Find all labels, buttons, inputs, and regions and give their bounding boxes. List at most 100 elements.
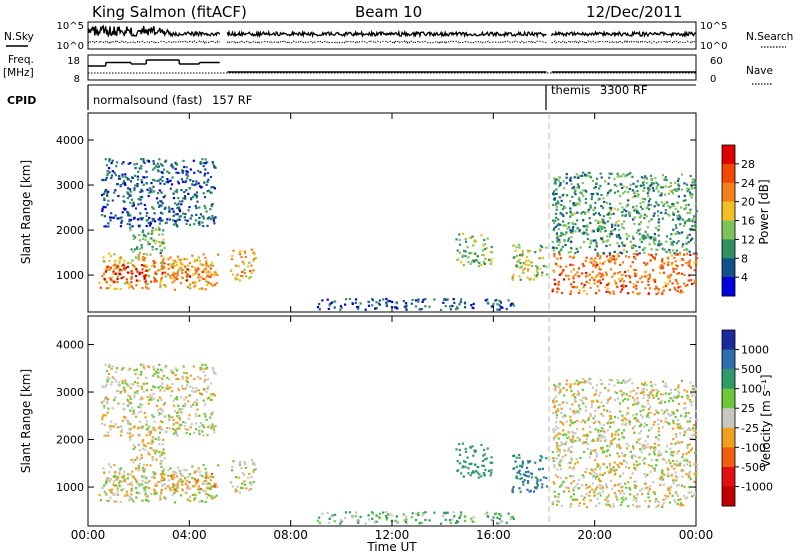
data-cell	[241, 275, 244, 278]
data-cell	[135, 467, 138, 470]
data-cell	[686, 394, 689, 397]
data-cell	[240, 467, 243, 470]
data-cell	[204, 378, 207, 382]
data-cell	[467, 472, 470, 475]
data-cell	[589, 414, 592, 417]
data-cell	[197, 479, 200, 482]
data-cell	[536, 274, 539, 277]
data-cell	[164, 366, 167, 369]
data-cell	[464, 450, 468, 453]
data-cell	[557, 427, 560, 430]
data-cell	[621, 288, 624, 291]
data-cell	[470, 251, 473, 255]
data-cell	[679, 498, 682, 501]
data-cell	[134, 248, 137, 251]
data-cell	[208, 216, 211, 219]
freq-tick-top: 18	[67, 56, 80, 67]
data-cell	[608, 235, 612, 238]
data-cell	[633, 222, 636, 225]
data-cell	[648, 273, 651, 276]
data-cell	[120, 430, 123, 433]
data-cell	[108, 158, 111, 161]
data-cell	[596, 274, 599, 277]
data-cell	[168, 418, 171, 421]
data-cell	[101, 487, 104, 490]
data-cell	[208, 271, 211, 274]
data-cell	[652, 389, 655, 392]
data-cell	[600, 437, 603, 440]
data-cell	[671, 399, 675, 402]
data-cell	[210, 426, 213, 429]
data-cell	[492, 516, 495, 519]
data-cell	[127, 394, 130, 397]
data-cell	[145, 434, 148, 437]
data-cell	[120, 219, 124, 222]
data-cell	[679, 218, 682, 221]
data-cell	[622, 227, 626, 230]
data-cell	[245, 487, 248, 490]
data-cell	[636, 253, 639, 256]
data-cell	[204, 168, 207, 171]
data-cell	[151, 245, 154, 248]
data-cell	[245, 275, 248, 278]
data-cell	[498, 522, 501, 525]
data-cell	[122, 488, 125, 491]
data-cell	[636, 493, 639, 496]
data-cell	[159, 497, 162, 500]
data-cell	[612, 467, 615, 470]
data-cell	[586, 433, 589, 436]
data-cell	[139, 398, 142, 401]
data-cell	[176, 163, 179, 166]
data-cell	[617, 234, 621, 237]
data-cell	[170, 263, 173, 266]
data-cell	[633, 273, 637, 276]
data-cell	[545, 265, 548, 268]
data-cell	[694, 462, 698, 466]
data-cell	[230, 269, 233, 272]
data-cell	[158, 233, 161, 236]
data-cell	[114, 423, 117, 426]
data-cell	[625, 233, 628, 236]
data-cell	[575, 247, 578, 250]
data-cell	[405, 308, 408, 311]
data-cell	[121, 175, 124, 178]
data-cell	[121, 382, 124, 385]
data-cell	[159, 498, 162, 501]
data-cell	[569, 229, 572, 232]
data-cell	[621, 241, 624, 244]
data-cell	[679, 285, 682, 288]
data-cell	[183, 424, 186, 428]
data-cell	[188, 414, 191, 417]
data-cell	[557, 222, 560, 226]
data-cell	[597, 221, 600, 224]
data-cell	[649, 447, 652, 450]
data-cell	[619, 194, 622, 197]
data-cell	[134, 166, 137, 170]
data-cell	[106, 170, 109, 173]
data-cell	[609, 189, 612, 192]
data-cell	[691, 218, 695, 221]
data-cell	[619, 251, 622, 254]
data-cell	[159, 252, 162, 255]
colorbar-swatch	[722, 466, 735, 487]
data-cell	[671, 452, 674, 456]
data-cell	[188, 394, 191, 397]
data-cell	[578, 381, 581, 384]
data-cell	[215, 282, 218, 285]
colorbar-tick-label: 4	[741, 271, 748, 284]
data-cell	[594, 248, 597, 251]
data-cell	[204, 277, 207, 280]
data-cell	[627, 173, 630, 176]
data-cell	[622, 392, 625, 395]
data-cell	[565, 265, 568, 268]
data-cell	[580, 174, 583, 177]
data-cell	[666, 495, 669, 498]
data-cell	[555, 385, 558, 388]
data-cell	[179, 210, 182, 213]
data-cell	[126, 281, 129, 284]
data-cell	[632, 285, 635, 289]
data-cell	[194, 494, 197, 497]
data-cell	[640, 382, 644, 385]
data-cell	[576, 250, 579, 253]
data-cell	[173, 220, 177, 223]
